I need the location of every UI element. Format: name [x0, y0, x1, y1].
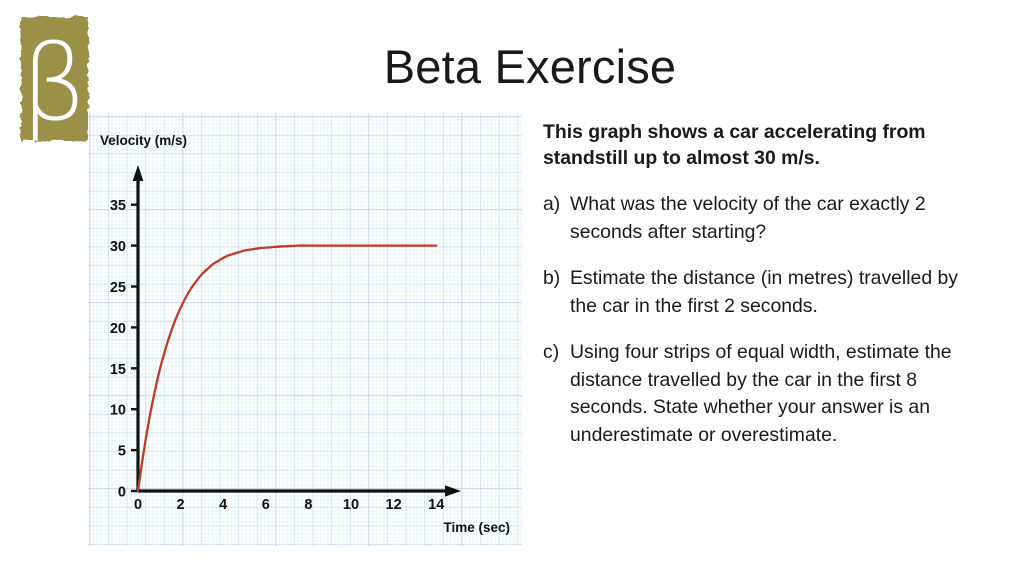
question-item-c: c) Using four strips of equal width, est… [543, 339, 963, 449]
svg-text:β: β [21, 22, 87, 144]
y-axis-labels: 0 5 10 15 20 25 30 35 [110, 198, 126, 500]
question-marker: c) [543, 341, 560, 363]
question-item-a: a) What was the velocity of the car exac… [543, 191, 963, 246]
question-panel: This graph shows a car accelerating from… [543, 120, 963, 468]
svg-text:14: 14 [428, 497, 444, 513]
svg-text:0: 0 [118, 485, 126, 501]
svg-text:4: 4 [219, 497, 227, 513]
axes [132, 165, 461, 497]
svg-text:10: 10 [343, 497, 359, 513]
question-text: Using four strips of equal width, estima… [570, 341, 952, 446]
svg-text:8: 8 [304, 497, 312, 513]
svg-text:2: 2 [177, 497, 185, 513]
velocity-curve [136, 244, 438, 493]
graph-paper-grid [88, 113, 522, 546]
x-axis-title: Time (sec) [443, 520, 510, 535]
svg-text:6: 6 [262, 497, 270, 513]
page-title: Beta Exercise [383, 40, 677, 93]
question-intro: This graph shows a car accelerating from… [543, 121, 926, 169]
question-item-b: b) Estimate the distance (in metres) tra… [543, 265, 963, 320]
svg-text:35: 35 [110, 198, 126, 214]
svg-text:15: 15 [110, 362, 126, 378]
x-axis-labels: 0 2 4 6 8 10 12 14 [134, 497, 444, 513]
question-marker: a) [543, 193, 561, 215]
svg-text:25: 25 [110, 280, 126, 296]
svg-text:30: 30 [110, 239, 126, 255]
question-marker: b) [543, 267, 561, 289]
question-text: Estimate the distance (in metres) travel… [570, 267, 958, 317]
velocity-time-graph: Velocity (m/s) [88, 113, 522, 546]
question-text: What was the velocity of the car exactly… [570, 193, 926, 243]
y-axis-title: Velocity (m/s) [100, 133, 187, 148]
svg-text:5: 5 [118, 444, 126, 460]
beta-logo: β [18, 13, 92, 145]
svg-text:20: 20 [110, 321, 126, 337]
svg-text:10: 10 [110, 403, 126, 419]
svg-text:12: 12 [386, 497, 402, 513]
svg-text:0: 0 [134, 497, 142, 513]
y-axis-ticks [131, 203, 138, 493]
